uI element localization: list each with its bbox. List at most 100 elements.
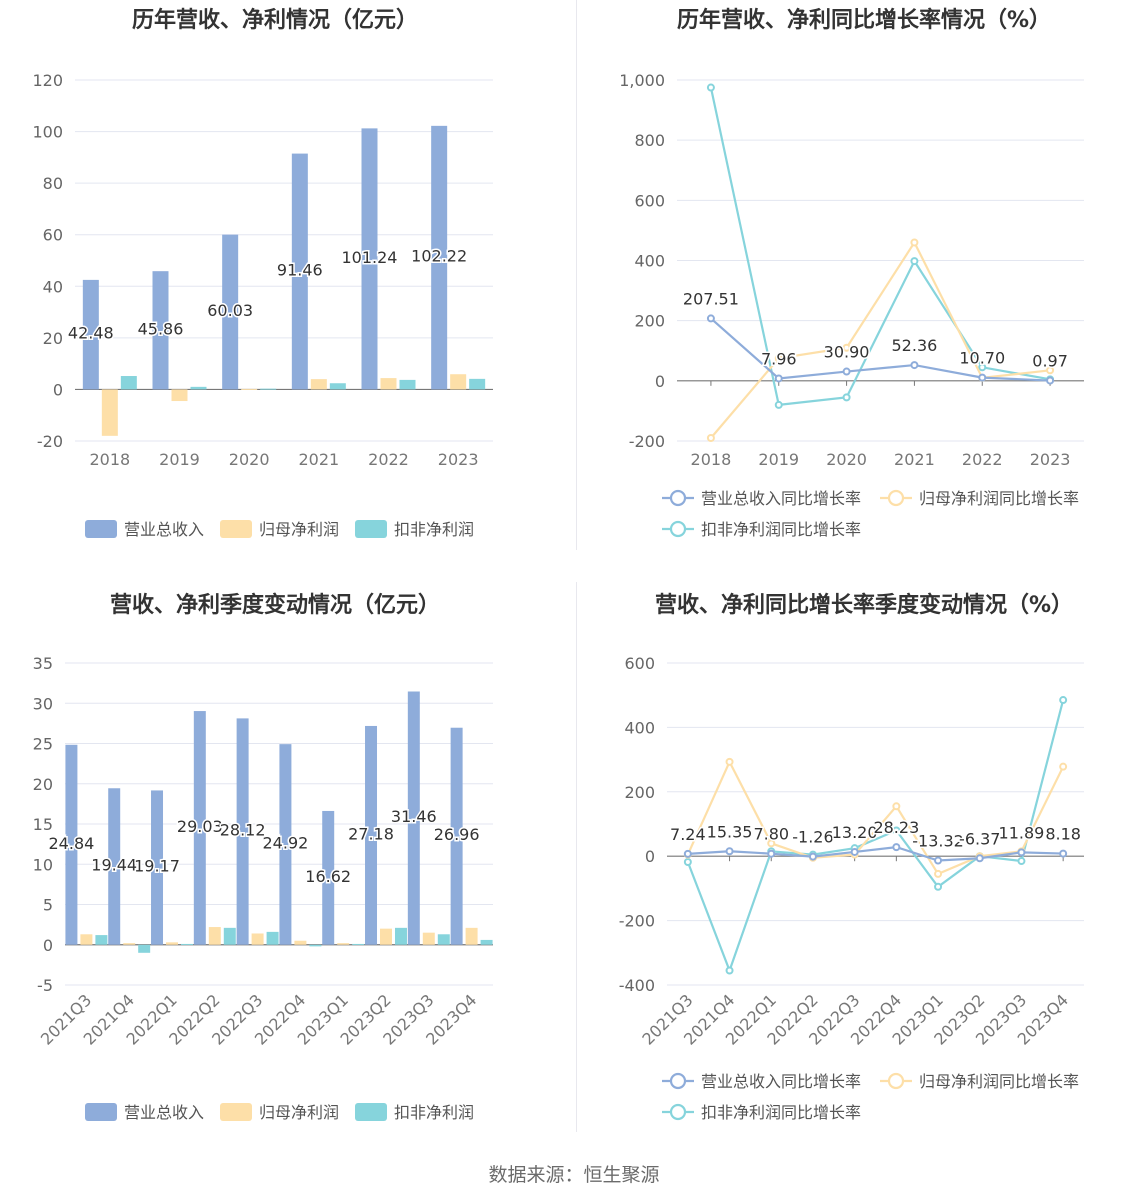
series-point-2 bbox=[706, 83, 715, 92]
y-tick-label: 15 bbox=[33, 815, 53, 834]
bar-deducted-profit bbox=[266, 931, 279, 945]
y-tick-label: 600 bbox=[624, 654, 655, 673]
series-point-2 bbox=[892, 826, 901, 835]
bar-revenue bbox=[222, 234, 239, 390]
bar-deducted-profit bbox=[260, 388, 277, 390]
legend-label: 营业总收入同比增长率 bbox=[701, 489, 861, 508]
series-point-2 bbox=[1059, 696, 1068, 705]
x-tick-label: 2023 bbox=[438, 450, 479, 469]
bar-value-label: 31.46 bbox=[391, 807, 437, 826]
series-point-0 bbox=[725, 847, 734, 856]
series-point-0 bbox=[934, 856, 943, 865]
line-value-label: -6.37 bbox=[959, 829, 1000, 848]
x-tick-label: 2020 bbox=[229, 450, 270, 469]
bar-value-label: 102.22 bbox=[411, 247, 467, 266]
y-tick-label: 400 bbox=[634, 252, 665, 271]
bar-net-profit bbox=[310, 379, 327, 390]
line-value-label: 15.35 bbox=[707, 822, 753, 841]
y-tick-label: 0 bbox=[655, 372, 665, 391]
bar-deducted-profit bbox=[480, 939, 493, 945]
legend-swatch-dot bbox=[887, 1072, 905, 1090]
bar-deducted-profit bbox=[95, 935, 108, 945]
line-value-label: 11.89 bbox=[999, 823, 1045, 842]
series-point-2 bbox=[910, 257, 919, 266]
x-tick-label: 2021 bbox=[894, 450, 935, 469]
series-point-0 bbox=[808, 852, 817, 861]
y-tick-label: 1,000 bbox=[619, 71, 665, 90]
x-tick-label: 2019 bbox=[159, 450, 200, 469]
y-tick-label: 600 bbox=[634, 191, 665, 210]
y-tick-label: 10 bbox=[33, 855, 53, 874]
bar-revenue bbox=[236, 718, 249, 945]
x-tick-label: 2022 bbox=[368, 450, 409, 469]
line-value-label: 7.24 bbox=[670, 825, 706, 844]
bar-net-profit bbox=[465, 927, 478, 945]
bar-net-profit bbox=[422, 932, 435, 945]
y-tick-label: 400 bbox=[624, 718, 655, 737]
y-tick-label: 0 bbox=[43, 936, 53, 955]
legend-label: 扣非净利润 bbox=[394, 1103, 474, 1122]
line-value-label: 30.90 bbox=[824, 343, 870, 362]
bar-revenue bbox=[65, 744, 78, 945]
x-tick-label: 2020 bbox=[826, 450, 867, 469]
bar-revenue bbox=[279, 744, 292, 945]
bar-deducted-profit bbox=[190, 386, 207, 390]
chart-panel-annual-amounts: 历年营收、净利情况（亿元） -20 0 20 40 60 80 100 120 2018 2019 2… bbox=[0, 0, 574, 580]
legend-swatch bbox=[220, 1103, 252, 1121]
series-point-0 bbox=[892, 843, 901, 852]
y-tick-label: 0 bbox=[645, 847, 655, 866]
legend-swatch-dot bbox=[887, 489, 905, 507]
data-source-label: 数据来源：恒生聚源 bbox=[488, 1164, 660, 1186]
bar-net-profit bbox=[80, 934, 93, 945]
legend-swatch-dot bbox=[669, 520, 687, 538]
y-tick-label: 20 bbox=[43, 329, 63, 348]
chart-quarterly-growth: 营收、净利同比增长率季度变动情况（%）-400-2000200400600202… bbox=[619, 592, 1084, 1122]
series-point-0 bbox=[975, 854, 984, 863]
legend-swatch-dot bbox=[669, 1103, 687, 1121]
line-value-label: 8.18 bbox=[1045, 825, 1081, 844]
bar-value-label: 24.84 bbox=[49, 834, 95, 853]
series-point-0 bbox=[850, 847, 859, 856]
bar-deducted-profit bbox=[329, 383, 346, 390]
bar-net-profit bbox=[123, 943, 136, 945]
bar-net-profit bbox=[337, 943, 350, 945]
bar-revenue bbox=[108, 788, 121, 945]
series-point-1 bbox=[706, 433, 715, 442]
y-tick-label: -5 bbox=[37, 976, 53, 995]
bar-value-label: 42.48 bbox=[68, 324, 114, 343]
line-value-label: 13.20 bbox=[832, 823, 878, 842]
y-tick-label: 800 bbox=[634, 131, 665, 150]
line-value-label: -13.32 bbox=[912, 831, 964, 850]
series-point-0 bbox=[706, 314, 715, 323]
chart-panel-quarterly-growth: 营收、净利同比增长率季度变动情况（%） -400 -200 0 200 400 600 202… bbox=[574, 580, 1148, 1160]
legend-label: 营业总收入同比增长率 bbox=[701, 1072, 861, 1091]
series-point-0 bbox=[767, 849, 776, 858]
bar-value-label: 27.18 bbox=[348, 824, 394, 843]
series-line-1 bbox=[686, 759, 1065, 876]
legend-swatch-dot bbox=[669, 1072, 687, 1090]
bar-net-profit bbox=[450, 374, 467, 390]
bar-value-label: 28.12 bbox=[220, 821, 266, 840]
bar-value-label: 60.03 bbox=[207, 301, 253, 320]
x-tick-label: 2022 bbox=[962, 450, 1003, 469]
bar-value-label: 101.24 bbox=[342, 248, 398, 267]
series-point-1 bbox=[910, 238, 919, 247]
chart-panel-annual-growth: 历年营收、净利同比增长率情况（%） -200 0 200 400 600 800 1,000 2… bbox=[574, 0, 1148, 580]
bar-net-profit bbox=[101, 389, 118, 436]
legend-swatch bbox=[355, 1103, 387, 1121]
bar-deducted-profit bbox=[309, 944, 322, 947]
bar-revenue bbox=[407, 691, 420, 945]
bar-net-profit bbox=[241, 388, 258, 390]
bar-revenue bbox=[431, 125, 448, 390]
line-value-label: 7.80 bbox=[753, 825, 789, 844]
series-line-1 bbox=[710, 240, 1051, 439]
bar-deducted-profit bbox=[138, 944, 151, 953]
bar-net-profit bbox=[166, 942, 178, 945]
y-tick-label: 100 bbox=[32, 123, 63, 142]
bar-net-profit bbox=[251, 933, 264, 945]
series-point-1 bbox=[767, 839, 776, 848]
chart-quarterly-amounts: 营收、净利季度变动情况（亿元）-5051015202530352021Q3202… bbox=[33, 592, 493, 1122]
line-value-label: 28.23 bbox=[873, 818, 919, 837]
legend-label: 归母净利润同比增长率 bbox=[919, 1072, 1079, 1091]
bar-net-profit bbox=[294, 940, 307, 945]
